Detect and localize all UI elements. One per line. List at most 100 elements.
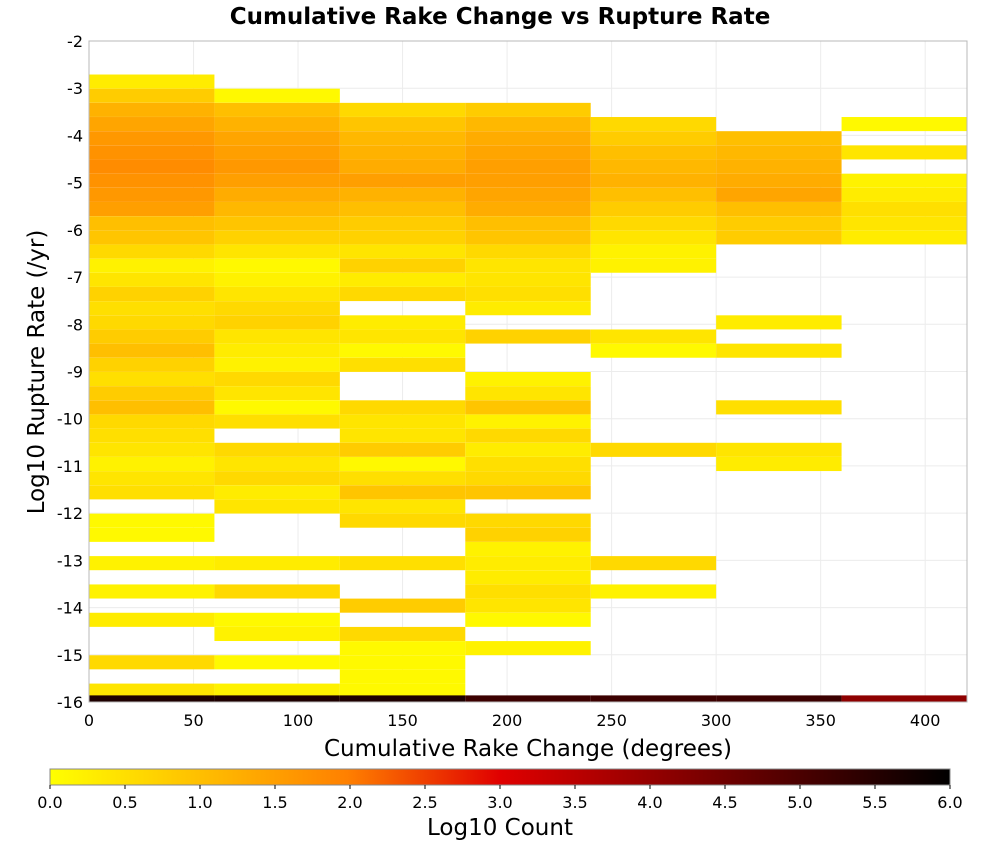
heatmap-cell: [465, 541, 591, 557]
heatmap-cell: [465, 202, 591, 217]
heatmap-cell: [214, 683, 340, 698]
heatmap-cell: [465, 286, 591, 302]
y-tick-label: -8: [67, 315, 83, 334]
heatmap-cell: [841, 202, 967, 217]
heatmap-cell: [89, 230, 215, 245]
heatmap-cell: [214, 655, 340, 670]
heatmap-cell: [465, 173, 591, 188]
heatmap-cell: [465, 102, 591, 117]
heatmap-cell: [590, 131, 717, 146]
y-tick-label: -10: [57, 410, 83, 429]
heatmap-cell: [590, 216, 717, 231]
heatmap-cell: [465, 386, 591, 401]
y-tick-label: -5: [67, 174, 83, 193]
heatmap-cell: [89, 173, 215, 188]
heatmap-cell: [89, 584, 215, 599]
heatmap-cell: [590, 173, 717, 188]
x-tick-label: 100: [283, 711, 314, 730]
heatmap-cell: [89, 145, 215, 160]
heatmap-cell: [214, 216, 340, 231]
heatmap-cell: [590, 187, 717, 202]
colorbar-tick-label: 5.0: [787, 793, 812, 812]
heatmap-cell: [339, 641, 466, 656]
heatmap-cell: [339, 485, 466, 500]
heatmap-cell: [465, 131, 591, 146]
heatmap-cell: [339, 244, 466, 259]
colorbar-tick-label: 0.5: [112, 793, 137, 812]
heatmap-cell: [339, 655, 466, 670]
heatmap-cell: [339, 315, 466, 330]
heatmap-cell: [214, 173, 340, 188]
heatmap-cell: [590, 442, 717, 457]
heatmap-cell: [339, 428, 466, 443]
heatmap-cell: [214, 258, 340, 273]
heatmap-cell: [214, 343, 340, 358]
x-tick-label: 200: [492, 711, 523, 730]
heatmap-cell: [89, 315, 215, 330]
heatmap-cell: [89, 456, 215, 472]
heatmap-cell: [339, 131, 466, 146]
heatmap-cell: [465, 641, 591, 656]
heatmap-cell: [716, 695, 842, 703]
heatmap-cell: [339, 683, 466, 698]
x-tick-label: 0: [84, 711, 94, 730]
heatmap-cell: [214, 485, 340, 500]
x-tick-label: 300: [701, 711, 732, 730]
x-tick-label: 350: [805, 711, 836, 730]
y-axis-label: Log10 Rupture Rate (/yr): [24, 230, 50, 515]
heatmap-cell: [465, 216, 591, 231]
heatmap-cell: [716, 159, 842, 174]
y-tick-label: -12: [57, 504, 83, 523]
heatmap-cell: [841, 117, 967, 132]
heatmap-cell: [339, 343, 466, 358]
heatmap-cell: [339, 414, 466, 429]
heatmap-cell: [214, 286, 340, 302]
heatmap-cell: [716, 187, 842, 202]
heatmap-cell: [214, 371, 340, 387]
heatmap-cell: [214, 230, 340, 245]
x-tick-label: 400: [910, 711, 941, 730]
heatmap-cell: [590, 258, 717, 273]
colorbar-tick-label: 2.0: [337, 793, 362, 812]
heatmap-cell: [214, 584, 340, 599]
heatmap-cell: [89, 471, 215, 486]
heatmap-cell: [465, 301, 591, 316]
heatmap-cell: [465, 612, 591, 627]
heatmap-cell: [89, 357, 215, 372]
heatmap-cell: [89, 244, 215, 259]
colorbar-tick-label: 4.5: [712, 793, 737, 812]
heatmap-cell: [465, 584, 591, 599]
colorbar-tick-label: 3.5: [562, 793, 587, 812]
heatmap-cell: [89, 329, 215, 344]
heatmap-cell: [716, 216, 842, 231]
heatmap-cell: [214, 556, 340, 571]
heatmap-cell: [339, 145, 466, 160]
heatmap-cell: [590, 230, 717, 245]
heatmap-cell: [716, 131, 842, 146]
heatmap-cell: [339, 329, 466, 344]
heatmap-cell: [590, 343, 717, 358]
heatmap-cell: [465, 230, 591, 245]
heatmap-cell: [89, 301, 215, 316]
heatmap-cell: [89, 117, 215, 132]
heatmap-cell: [590, 584, 717, 599]
heatmap-cell: [339, 272, 466, 287]
heatmap-cell: [465, 371, 591, 387]
heatmap-cell: [89, 386, 215, 401]
heatmap-cell: [590, 145, 717, 160]
heatmap-cell: [89, 695, 215, 703]
heatmap-cell: [465, 272, 591, 287]
heatmap-cell: [339, 695, 466, 703]
heatmap-cell: [716, 456, 842, 472]
heatmap-cell: [590, 695, 717, 703]
heatmap-cell: [339, 471, 466, 486]
x-tick-label: 50: [183, 711, 203, 730]
heatmap-cell: [339, 626, 466, 642]
heatmap-cell: [89, 343, 215, 358]
heatmap-cell: [465, 513, 591, 528]
heatmap-cell: [841, 173, 967, 188]
heatmap-cell: [89, 159, 215, 174]
heatmap-cell: [214, 471, 340, 486]
heatmap-cell: [841, 187, 967, 202]
